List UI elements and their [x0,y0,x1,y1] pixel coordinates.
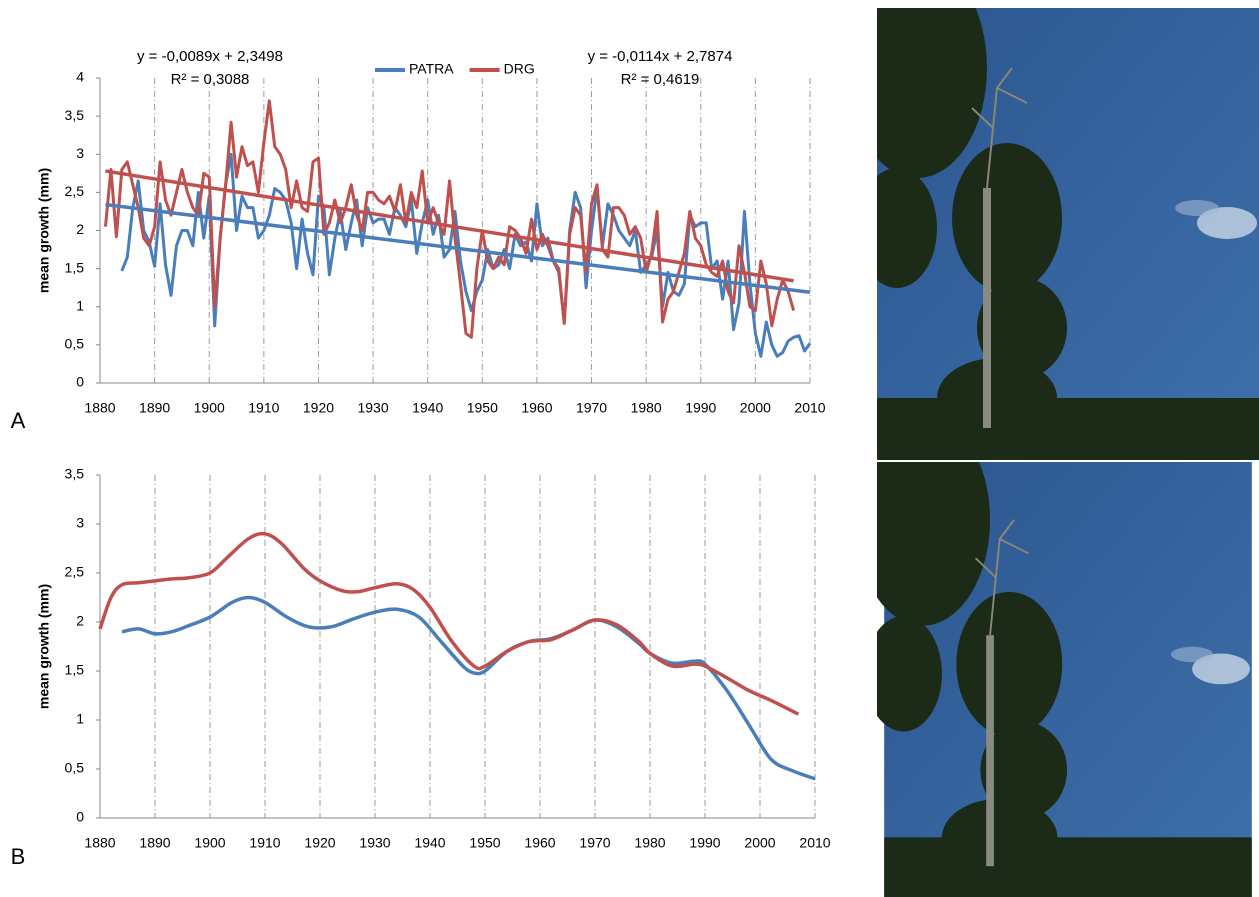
y-axis-label: mean growth (mm) [36,168,52,293]
y-tick-label: 2 [76,613,84,629]
annotation: y = -0,0089x + 2,3498 [137,48,283,65]
y-tick-label: 3 [76,515,84,531]
y-tick-label: 1,5 [65,259,85,275]
x-tick-label: 1930 [357,400,388,416]
photo-bottom [855,414,1252,897]
x-tick-label: 2010 [799,835,830,851]
x-tick-label: 1970 [579,835,610,851]
y-tick-label: 2,5 [65,183,85,199]
x-tick-label: 1980 [631,400,662,416]
x-tick-label: 1880 [84,835,115,851]
x-tick-label: 1890 [139,835,170,851]
annotation: R² = 0,4619 [621,71,700,88]
panel-label: B [11,844,26,869]
x-tick-label: 1940 [414,835,445,851]
y-tick-label: 1,5 [65,662,85,678]
x-tick-label: 1920 [304,835,335,851]
x-tick-label: 1910 [249,835,280,851]
series-line [122,598,815,779]
series-line [100,534,799,715]
x-tick-label: 2010 [794,400,825,416]
y-tick-label: 1 [76,711,84,727]
x-tick-label: 2000 [744,835,775,851]
y-tick-label: 0,5 [65,760,85,776]
x-tick-label: 1950 [467,400,498,416]
y-tick-label: 1 [76,297,84,313]
x-tick-label: 1900 [194,835,225,851]
x-tick-label: 1890 [139,400,170,416]
x-tick-label: 1960 [521,400,552,416]
y-tick-label: 3 [76,145,84,161]
y-tick-label: 3,5 [65,466,85,482]
annotation: y = -0,0114x + 2,7874 [588,48,733,65]
x-tick-label: 1880 [84,400,115,416]
x-tick-label: 1900 [194,400,225,416]
legend-label: PATRA [409,61,454,77]
x-tick-label: 1990 [685,400,716,416]
y-tick-label: 3,5 [65,107,85,123]
annotation: R² = 0,3088 [171,71,250,88]
y-tick-label: 2,5 [65,564,85,580]
x-tick-label: 1960 [524,835,555,851]
x-tick-label: 1990 [689,835,720,851]
x-tick-label: 1930 [359,835,390,851]
photo-top [847,0,1259,478]
x-tick-label: 1910 [248,400,279,416]
figure: 1880 1890 1900 1910 1920 1930 1940 1950 1960 1970… [0,0,1259,897]
x-tick-label: 1940 [412,400,443,416]
panel-label: A [11,408,26,433]
y-tick-label: 0,5 [65,336,85,352]
y-tick-label: 4 [76,69,84,85]
x-tick-label: 1980 [634,835,665,851]
y-axis-label: mean growth (mm) [36,584,52,709]
y-tick-label: 2 [76,221,84,237]
x-tick-label: 1920 [303,400,334,416]
x-tick-label: 1950 [469,835,500,851]
y-tick-label: 0 [76,374,84,390]
y-tick-label: 0 [76,809,84,825]
legend-label: DRG [504,61,535,77]
x-tick-label: 2000 [740,400,771,416]
x-tick-label: 1970 [576,400,607,416]
